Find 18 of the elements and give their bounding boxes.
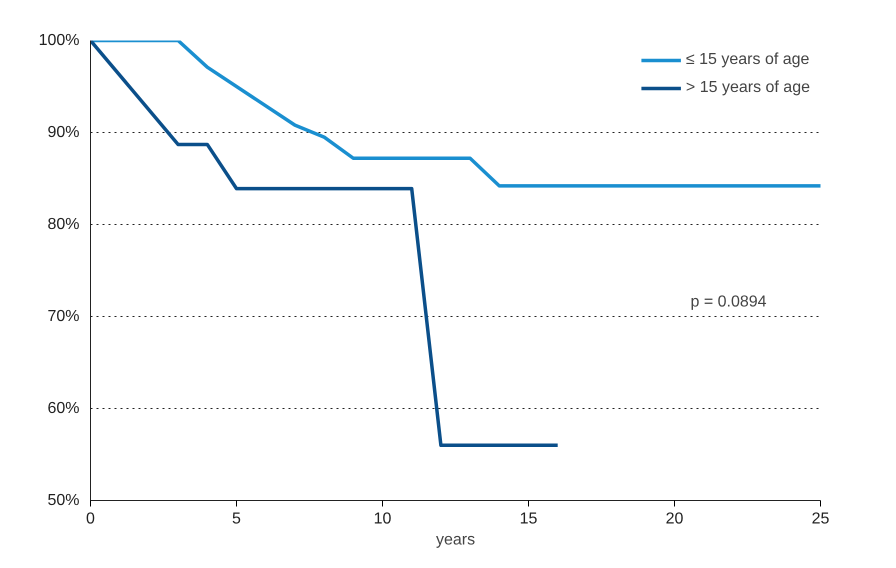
x-tick-label: 5 (232, 510, 242, 528)
x-tick-label: 0 (86, 510, 96, 528)
y-tick-label: 50% (47, 492, 80, 509)
x-axis-title: years (436, 532, 476, 548)
y-tick-label: 90% (47, 124, 80, 141)
line-series (90, 40, 820, 188)
x-tick-label: 15 (520, 510, 538, 528)
y-tick-label: 100% (38, 32, 80, 49)
legend-label: ≤ 15 years of age (686, 51, 810, 69)
line-series (90, 40, 560, 448)
legend-label: > 15 years of age (686, 79, 810, 97)
x-tick-label: 10 (374, 510, 392, 528)
x-tick-label: 25 (812, 510, 830, 528)
y-tick-label: 60% (47, 400, 80, 417)
x-tick-label: 20 (666, 510, 684, 528)
y-tick-label: 70% (47, 308, 80, 325)
annotation: p = 0.0894 (690, 294, 767, 310)
y-tick-label: 80% (47, 216, 80, 233)
